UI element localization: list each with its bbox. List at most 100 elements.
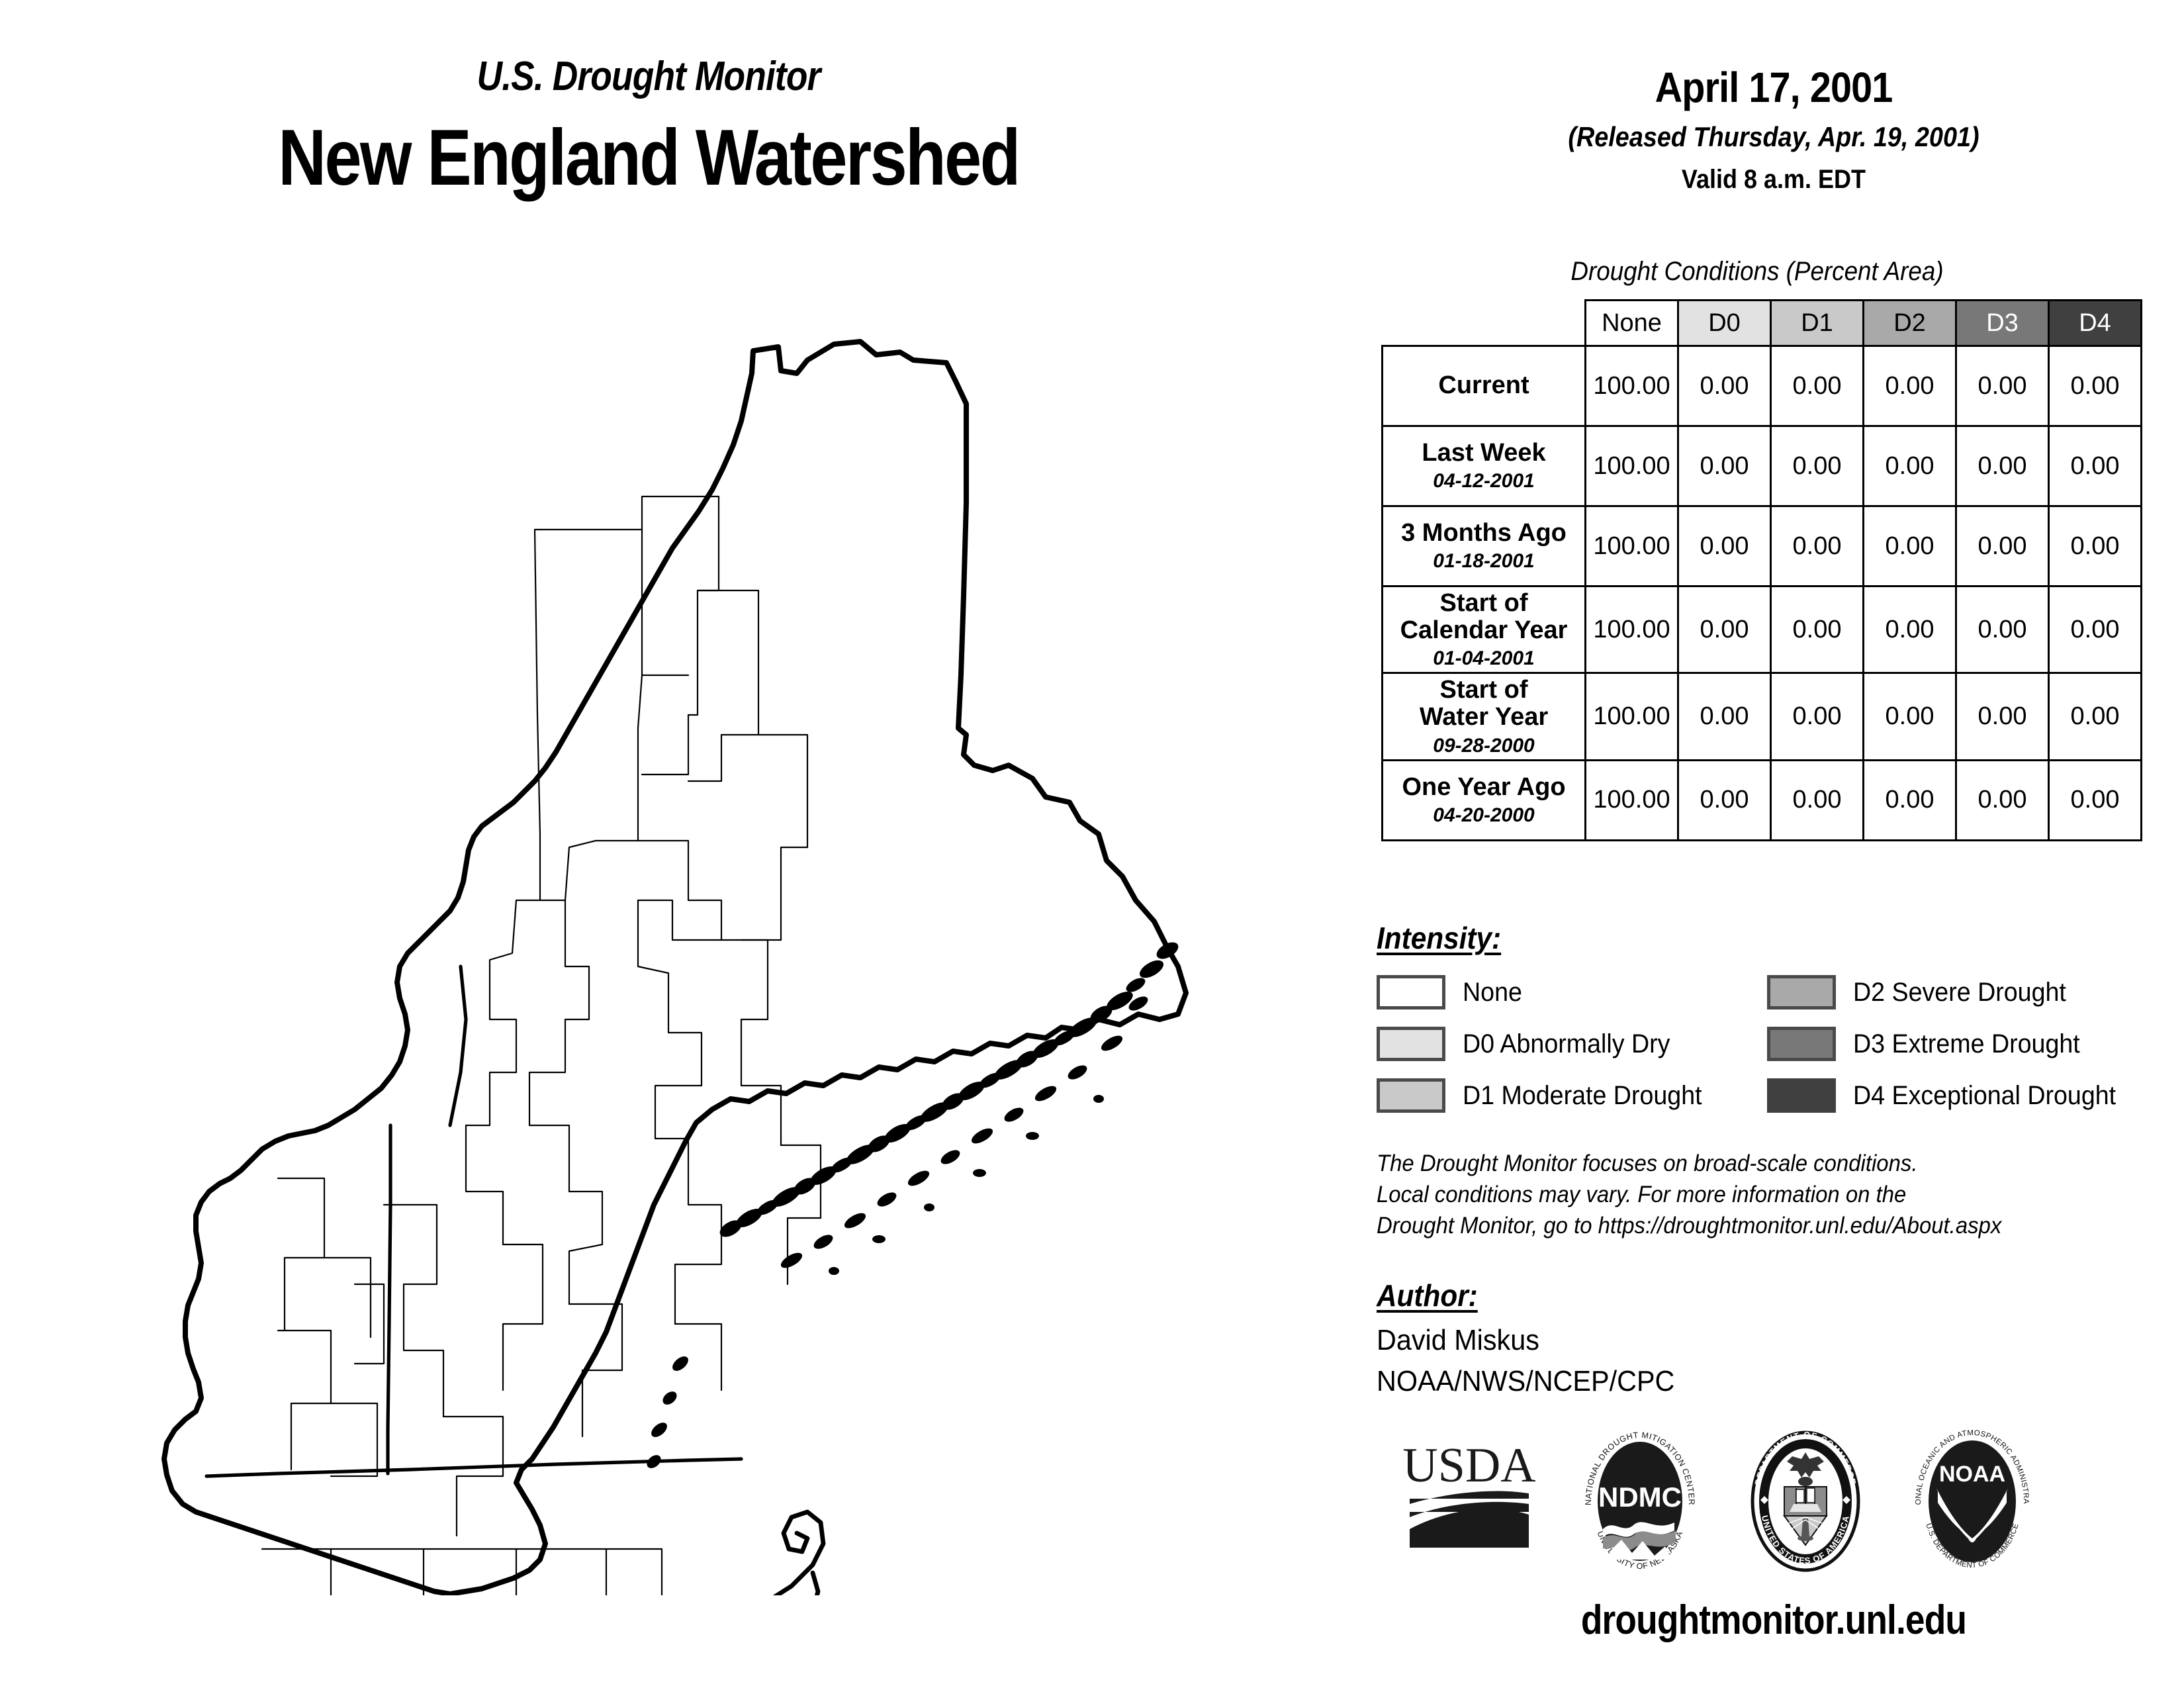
valid-time: Valid 8 a.m. EDT xyxy=(1681,165,1866,194)
table-corner-cell xyxy=(1383,301,1586,346)
map-svg xyxy=(161,339,1189,1595)
state-boundaries xyxy=(205,964,743,1478)
legend-label-d2: D2 Severe Drought xyxy=(1853,977,2066,1007)
cell-wateryear-none: 100.00 xyxy=(1584,672,1679,761)
table-row: One Year Ago 04-20-2000 100.00 0.00 0.00… xyxy=(1381,759,2142,841)
cell-3months-d3: 0.00 xyxy=(1955,505,2050,587)
cell-calyear-d0: 0.00 xyxy=(1677,585,1772,675)
cell-wateryear-d2: 0.00 xyxy=(1862,672,1957,761)
disclaimer-line-2: Local conditions may vary. For more info… xyxy=(1377,1181,1907,1207)
column-header-d4: D4 xyxy=(2048,299,2142,347)
author-organization: NOAA/NWS/NCEP/CPC xyxy=(1377,1365,1675,1397)
row-label-text-line1: Start of xyxy=(1439,589,1528,617)
region-title: New England Watershed xyxy=(278,113,1021,202)
row-label-current: Current xyxy=(1381,345,1586,427)
row-label-date: 01-04-2001 xyxy=(1433,647,1535,670)
cell-calyear-none: 100.00 xyxy=(1584,585,1679,675)
cell-oneyear-d3: 0.00 xyxy=(1955,759,2050,841)
footer-url: droughtmonitor.unl.edu xyxy=(1580,1597,1967,1643)
cell-lastweek-none: 100.00 xyxy=(1584,425,1679,507)
author-heading: Author: xyxy=(1377,1278,1478,1313)
swatch-none-icon xyxy=(1377,975,1445,1009)
cell-lastweek-d0: 0.00 xyxy=(1677,425,1772,507)
cell-lastweek-d3: 0.00 xyxy=(1955,425,2050,507)
cell-oneyear-d4: 0.00 xyxy=(2048,759,2142,841)
legend-label-none: None xyxy=(1463,977,1522,1007)
legend-item-d0: D0 Abnormally Dry xyxy=(1377,1027,1767,1061)
swatch-d0-icon xyxy=(1377,1027,1445,1061)
intensity-heading: Intensity: xyxy=(1377,921,1502,955)
row-label-text-line1: Start of xyxy=(1439,676,1528,704)
table-row: Last Week 04-12-2001 100.00 0.00 0.00 0.… xyxy=(1381,425,2142,507)
swatch-d4-icon xyxy=(1767,1078,1836,1113)
cell-3months-none: 100.00 xyxy=(1584,505,1679,587)
column-header-d0: D0 xyxy=(1677,299,1772,347)
drought-conditions-table: None D0 D1 D2 D3 D4 Current 100.00 0.00 … xyxy=(1381,299,2142,841)
legend-label-d1: D1 Moderate Drought xyxy=(1463,1080,1702,1110)
table-row: 3 Months Ago 01-18-2001 100.00 0.00 0.00… xyxy=(1381,505,2142,587)
cell-lastweek-d2: 0.00 xyxy=(1862,425,1957,507)
row-label-text: Last Week xyxy=(1422,439,1546,467)
cell-3months-d0: 0.00 xyxy=(1677,505,1772,587)
legend-item-d4: D4 Exceptional Drought xyxy=(1767,1078,2132,1113)
usda-logo: USDA xyxy=(1403,1438,1535,1548)
legend-label-d4: D4 Exceptional Drought xyxy=(1853,1080,2116,1110)
column-header-d1: D1 xyxy=(1770,299,1864,347)
valid-date: April 17, 2001 xyxy=(1655,64,1893,111)
cell-lastweek-d4: 0.00 xyxy=(2048,425,2142,507)
cell-lastweek-d1: 0.00 xyxy=(1770,425,1864,507)
agency-logos: USDA NATIONAL DROUGHT MITIGATION CENTER … xyxy=(1363,1430,2184,1582)
date-block: April 17, 2001 (Released Thursday, Apr. … xyxy=(1363,63,2184,195)
cell-oneyear-d0: 0.00 xyxy=(1677,759,1772,841)
ndmc-logo: NATIONAL DROUGHT MITIGATION CENTER UNIVE… xyxy=(1584,1430,1696,1571)
cell-3months-d4: 0.00 xyxy=(2048,505,2142,587)
table-row: Start of Water Year 09-28-2000 100.00 0.… xyxy=(1381,672,2142,761)
cell-current-d3: 0.00 xyxy=(1955,345,2050,427)
legend-item-d2: D2 Severe Drought xyxy=(1767,975,2079,1009)
table-header-row: None D0 D1 D2 D3 D4 xyxy=(1383,299,2142,347)
cell-calyear-d3: 0.00 xyxy=(1955,585,2050,675)
release-date: (Released Thursday, Apr. 19, 2001) xyxy=(1568,121,1979,152)
row-label-text: One Year Ago xyxy=(1402,773,1566,802)
cell-oneyear-none: 100.00 xyxy=(1584,759,1679,841)
new-england-watershed-map xyxy=(119,278,1297,1595)
cell-current-d2: 0.00 xyxy=(1862,345,1957,427)
swatch-d1-icon xyxy=(1377,1078,1445,1113)
ndmc-logo-text: NDMC xyxy=(1598,1481,1682,1513)
row-label-start-of-calendar-year: Start of Calendar Year 01-04-2001 xyxy=(1381,585,1586,675)
column-header-d3: D3 xyxy=(1955,299,2050,347)
cell-wateryear-d0: 0.00 xyxy=(1677,672,1772,761)
row-label-text: 3 Months Ago xyxy=(1401,519,1567,547)
cell-calyear-d1: 0.00 xyxy=(1770,585,1864,675)
legend-label-d0: D0 Abnormally Dry xyxy=(1463,1029,1670,1058)
cell-wateryear-d3: 0.00 xyxy=(1955,672,2050,761)
legend-row: D1 Moderate Drought D4 Exceptional Droug… xyxy=(1377,1071,2171,1120)
swatch-d2-icon xyxy=(1767,975,1836,1009)
row-label-text: Current xyxy=(1438,371,1529,400)
cell-current-none: 100.00 xyxy=(1584,345,1679,427)
row-label-one-year-ago: One Year Ago 04-20-2000 xyxy=(1381,759,1586,841)
cell-wateryear-d1: 0.00 xyxy=(1770,672,1864,761)
disclaimer-line-1: The Drought Monitor focuses on broad-sca… xyxy=(1377,1150,1918,1176)
table-row: Current 100.00 0.00 0.00 0.00 0.00 0.00 xyxy=(1381,345,2142,427)
row-label-3-months-ago: 3 Months Ago 01-18-2001 xyxy=(1381,505,1586,587)
cell-current-d0: 0.00 xyxy=(1677,345,1772,427)
cell-current-d1: 0.00 xyxy=(1770,345,1864,427)
row-label-last-week: Last Week 04-12-2001 xyxy=(1381,425,1586,507)
legend-label-d3: D3 Extreme Drought xyxy=(1853,1029,2080,1058)
cell-calyear-d4: 0.00 xyxy=(2048,585,2142,675)
cell-3months-d2: 0.00 xyxy=(1862,505,1957,587)
intensity-legend: None D2 Severe Drought D0 Abnormally Dry… xyxy=(1377,968,2171,1123)
row-label-date: 09-28-2000 xyxy=(1433,734,1535,757)
author-name: David Miskus xyxy=(1377,1324,1539,1356)
watershed-outline xyxy=(161,339,1189,1595)
usda-logo-text: USDA xyxy=(1403,1438,1535,1493)
table-caption: Drought Conditions (Percent Area) xyxy=(1570,257,1944,286)
legend-item-none: None xyxy=(1377,975,1767,1009)
row-label-date: 01-18-2001 xyxy=(1433,550,1535,573)
column-header-d2: D2 xyxy=(1862,299,1957,347)
row-label-text-line2: Calendar Year xyxy=(1400,616,1568,645)
noaa-logo: NATIONAL OCEANIC AND ATMOSPHERIC ADMINIS… xyxy=(1906,1430,2030,1570)
row-label-text-line2: Water Year xyxy=(1419,703,1549,731)
table-row: Start of Calendar Year 01-04-2001 100.00… xyxy=(1381,585,2142,675)
